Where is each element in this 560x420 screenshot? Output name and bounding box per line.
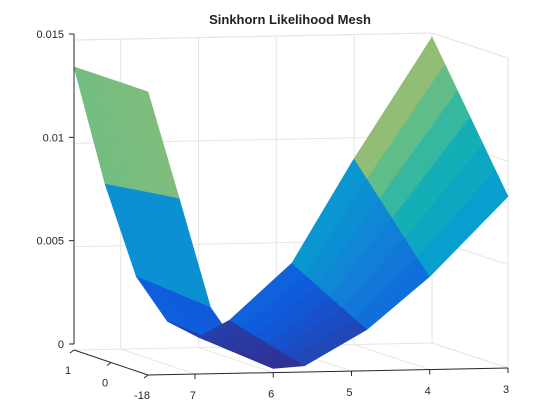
side-tick-label: -18 bbox=[134, 390, 150, 402]
side-tick-label: 1 bbox=[65, 365, 71, 377]
z-tick-label: 0 bbox=[58, 339, 64, 351]
side-tick-mark bbox=[143, 374, 149, 379]
surface-mesh bbox=[73, 36, 509, 369]
z-gridline bbox=[73, 32, 509, 59]
z-tick-label: 0.005 bbox=[36, 236, 64, 248]
side-tick-mark bbox=[106, 362, 112, 366]
front-tick-label: 6 bbox=[268, 389, 274, 401]
side-tick-mark bbox=[69, 349, 75, 354]
z-tick-label: 0.01 bbox=[43, 132, 64, 144]
front-tick-label: 7 bbox=[190, 390, 196, 402]
tick-labels: 0 0.005 0.01 0.015 7 6 5 4 3 1 0 -18 bbox=[36, 29, 509, 402]
floor-gridline bbox=[198, 347, 274, 374]
side-tick-label: 0 bbox=[102, 378, 108, 390]
front-axis-line bbox=[147, 367, 509, 376]
front-tick-label: 4 bbox=[425, 386, 431, 398]
floor-gridline bbox=[120, 348, 196, 375]
z-tick-label: 0.015 bbox=[36, 29, 64, 41]
floor-gridline bbox=[431, 342, 509, 369]
front-tick-label: 3 bbox=[503, 384, 509, 396]
surface-patch bbox=[353, 36, 446, 179]
front-tick-label: 5 bbox=[346, 387, 352, 399]
floor-gridline bbox=[354, 344, 430, 370]
chart-title: Sinkhorn Likelihood Mesh bbox=[209, 12, 371, 27]
